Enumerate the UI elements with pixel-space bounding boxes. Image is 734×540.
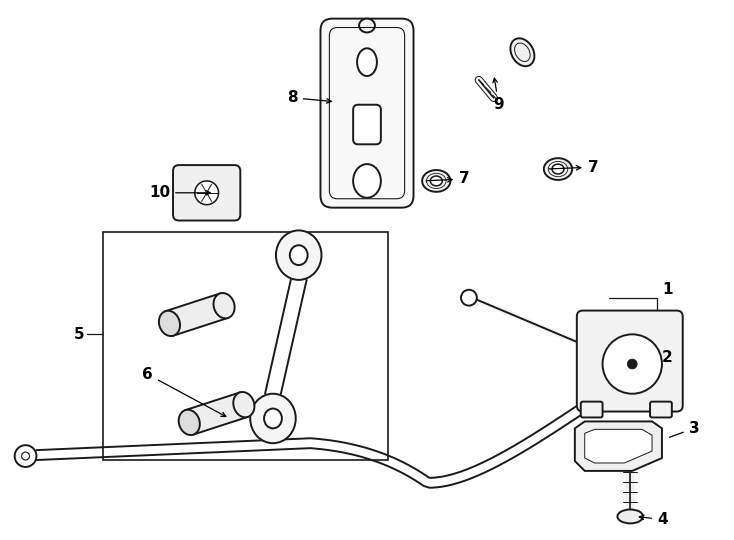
Text: 1: 1 (662, 282, 672, 298)
Circle shape (21, 452, 29, 460)
Text: 7: 7 (426, 171, 470, 186)
Ellipse shape (353, 164, 381, 198)
Polygon shape (165, 293, 228, 336)
Ellipse shape (430, 176, 443, 186)
Text: 3: 3 (669, 421, 700, 437)
Bar (103, 232, 388, 460)
Ellipse shape (359, 18, 375, 32)
Circle shape (15, 445, 37, 467)
Text: 8: 8 (287, 90, 331, 105)
Ellipse shape (195, 181, 219, 205)
FancyBboxPatch shape (577, 310, 683, 411)
Ellipse shape (178, 410, 200, 435)
Polygon shape (585, 429, 652, 463)
Text: 7: 7 (549, 159, 598, 174)
Text: 6: 6 (142, 367, 226, 416)
Ellipse shape (617, 510, 643, 523)
Text: 10: 10 (149, 185, 211, 200)
FancyBboxPatch shape (321, 18, 413, 208)
FancyBboxPatch shape (650, 402, 672, 417)
Ellipse shape (544, 158, 573, 180)
Circle shape (628, 359, 637, 369)
Ellipse shape (264, 409, 282, 428)
Ellipse shape (233, 392, 255, 417)
Text: 5: 5 (74, 327, 85, 342)
Ellipse shape (422, 170, 451, 192)
FancyBboxPatch shape (353, 105, 381, 144)
FancyBboxPatch shape (173, 165, 240, 220)
Text: 4: 4 (639, 512, 668, 527)
Ellipse shape (276, 231, 321, 280)
Ellipse shape (214, 293, 235, 318)
Polygon shape (575, 421, 662, 471)
FancyBboxPatch shape (581, 402, 603, 417)
Ellipse shape (250, 394, 296, 443)
Text: 9: 9 (493, 78, 504, 112)
Polygon shape (185, 393, 248, 435)
Circle shape (603, 334, 662, 394)
Text: 2: 2 (662, 349, 672, 364)
Ellipse shape (290, 245, 308, 265)
Ellipse shape (159, 310, 180, 336)
Circle shape (461, 290, 477, 306)
Ellipse shape (510, 38, 534, 66)
Ellipse shape (552, 164, 564, 174)
Ellipse shape (357, 48, 377, 76)
